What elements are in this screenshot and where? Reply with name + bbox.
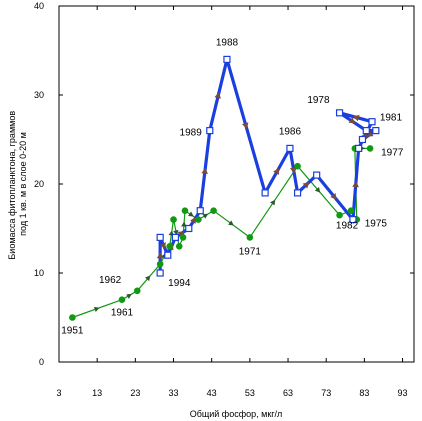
- y-axis-title-line-1: Биомасса фитопланктона, граммов: [7, 108, 17, 259]
- point-year-label: 1971: [239, 246, 262, 257]
- y-tick-label: 40: [34, 1, 44, 11]
- data-point-square: [286, 144, 294, 152]
- direction-arrow: [93, 306, 100, 313]
- point-year-label: 1981: [380, 113, 403, 124]
- point-year-label: 1989: [180, 128, 203, 139]
- x-tick-label: 63: [283, 388, 293, 398]
- direction-arrow: [242, 122, 249, 130]
- point-year-label: 1994: [168, 278, 191, 289]
- x-tick-label: 23: [130, 388, 140, 398]
- data-point-square: [358, 135, 367, 144]
- data-point-circle: [156, 260, 164, 268]
- direction-arrow: [177, 231, 185, 238]
- point-year-label: 1982: [336, 221, 359, 232]
- data-point-circle: [181, 207, 189, 214]
- direction-arrow: [270, 199, 276, 206]
- data-point-circle: [170, 216, 177, 223]
- direction-arrow: [289, 167, 297, 174]
- axis-ticks: 3 13 23 33 43 53 63 73 83 93 0 10 20 30 40: [34, 1, 414, 398]
- data-point-square: [164, 251, 172, 259]
- x-tick-label: 83: [359, 388, 369, 398]
- data-point-square: [355, 144, 363, 152]
- data-point-square: [156, 233, 164, 241]
- point-year-label: 1951: [61, 326, 84, 337]
- point-year-label: 1975: [365, 219, 388, 230]
- point-year-label: 1961: [111, 308, 134, 319]
- point-labels: 1951 1961 1962 1971 1982 1975 1977 1994 1989 1988…: [61, 37, 404, 336]
- point-year-label: 1988: [216, 37, 239, 48]
- data-point-circle: [179, 234, 187, 241]
- y-axis-title-line-2: под 1 кв. м в слое 0-20 м: [18, 132, 28, 236]
- data-point-square: [196, 207, 204, 215]
- x-tick-label: 3: [56, 388, 61, 398]
- point-year-label: 1986: [279, 126, 302, 137]
- x-tick-label: 33: [169, 388, 179, 398]
- direction-arrow: [188, 211, 194, 217]
- data-point-circle: [118, 296, 126, 304]
- direction-arrow: [126, 293, 132, 299]
- point-year-label: 1977: [381, 147, 404, 158]
- data-point-square: [368, 118, 376, 126]
- data-point-circle: [246, 234, 254, 241]
- data-point-square: [223, 55, 231, 64]
- data-point-square: [372, 126, 380, 135]
- x-tick-label: 73: [321, 388, 331, 398]
- y-tick-label: 30: [34, 90, 44, 100]
- point-year-label: 1962: [99, 275, 122, 286]
- data-point-square: [156, 269, 164, 277]
- direction-arrow: [201, 167, 208, 175]
- series-line: [158, 57, 378, 273]
- data-point-square: [185, 224, 193, 233]
- direction-arrow: [273, 168, 279, 175]
- x-tick-label: 53: [245, 388, 255, 398]
- data-point-circle: [210, 207, 217, 214]
- y-axis-title: Биомасса фитопланктона, граммов под 1 кв…: [7, 108, 28, 259]
- data-point-circle: [294, 162, 301, 170]
- direction-arrow: [302, 181, 310, 189]
- series-line: [72, 147, 371, 319]
- x-tick-label: 13: [92, 388, 102, 398]
- data-point-square: [171, 233, 180, 241]
- y-tick-label: 10: [34, 268, 44, 278]
- direction-arrow: [314, 186, 321, 193]
- direction-arrow: [352, 114, 360, 122]
- direction-arrow: [352, 181, 359, 188]
- data-point-circle: [133, 287, 141, 295]
- data-point-square: [261, 189, 269, 197]
- direction-arrow: [156, 252, 164, 259]
- direction-arrow: [366, 130, 374, 137]
- series-markers: [69, 55, 380, 321]
- data-point-circle: [69, 314, 76, 321]
- y-tick-label: 20: [34, 179, 44, 189]
- x-tick-label: 43: [207, 388, 217, 398]
- direction-arrow: [330, 192, 337, 200]
- data-point-square: [362, 126, 370, 135]
- data-point-circle: [166, 243, 173, 250]
- data-point-circle: [347, 207, 355, 214]
- direction-arrow: [214, 92, 221, 99]
- direction-arrow: [228, 220, 234, 226]
- data-point-circle: [195, 216, 202, 223]
- direction-arrow: [159, 242, 166, 250]
- x-tick-label: 93: [398, 388, 408, 398]
- data-point-circle: [366, 145, 374, 152]
- data-point-square: [206, 126, 214, 135]
- data-point-circle: [175, 243, 183, 250]
- direction-arrow: [190, 217, 197, 224]
- direction-arrow: [202, 213, 209, 219]
- direction-arrow: [144, 275, 151, 282]
- data-point-square: [335, 109, 344, 117]
- point-year-label: 1978: [307, 95, 330, 106]
- x-axis-title: Общий фосфор, мкг/л: [190, 409, 283, 419]
- data-point-square: [313, 171, 321, 179]
- y-tick-label: 0: [39, 357, 44, 367]
- data-point-square: [293, 189, 302, 197]
- data-point-square: [349, 216, 357, 224]
- direction-arrow: [348, 117, 356, 124]
- data-point-circle: [336, 211, 343, 219]
